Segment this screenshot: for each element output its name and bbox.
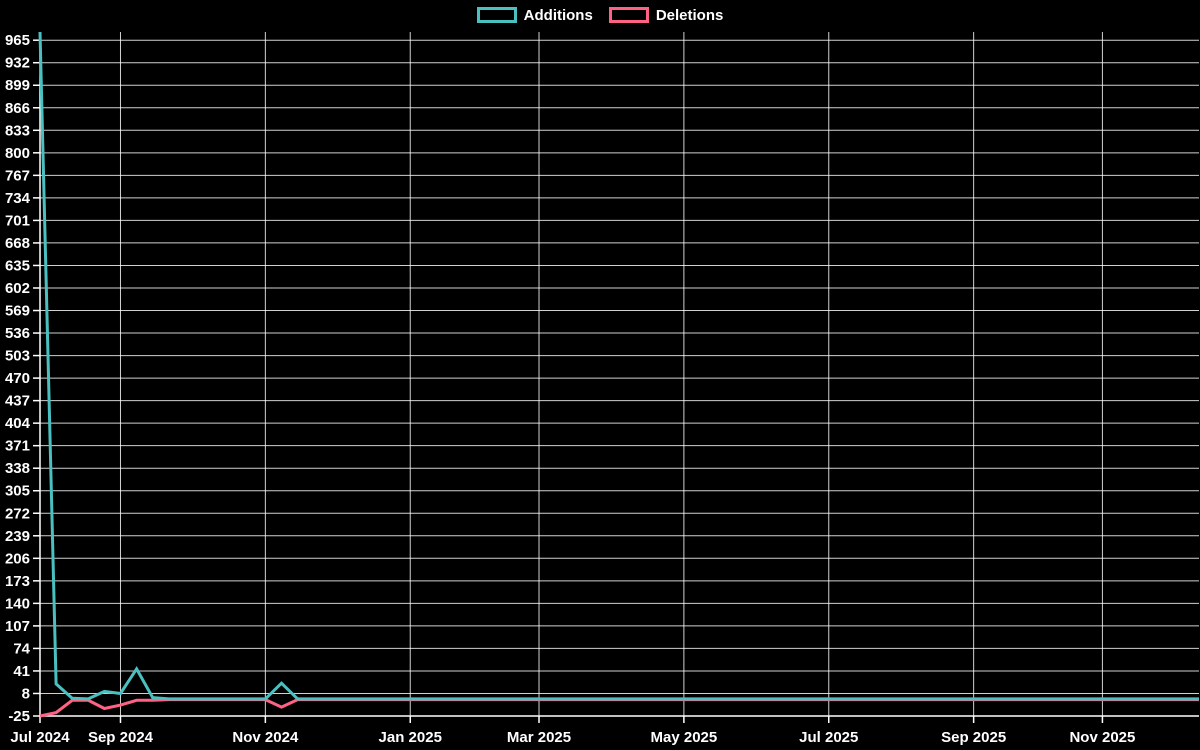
series-line-deletions	[39, 698, 1199, 718]
x-tick-label: May 2025	[651, 729, 718, 746]
y-tick-label: 8	[22, 685, 30, 702]
y-tick-label: 371	[5, 438, 30, 455]
y-tick-label: 569	[5, 303, 30, 320]
chart-legend: Additions Deletions	[0, 7, 1200, 23]
x-tick-label: Sep 2024	[88, 729, 154, 746]
y-tick-label: 140	[5, 595, 30, 612]
x-tick-label: Mar 2025	[507, 729, 571, 746]
y-tick-label: 206	[5, 550, 30, 567]
y-tick-label: 107	[5, 618, 30, 635]
y-tick-label: 437	[5, 393, 30, 410]
y-tick-label: 272	[5, 505, 30, 522]
y-tick-label: 404	[5, 415, 31, 432]
y-tick-label: 470	[5, 370, 30, 387]
y-tick-label: 701	[5, 212, 30, 229]
y-tick-label: 503	[5, 348, 30, 365]
legend-label-additions: Additions	[523, 6, 593, 24]
x-tick-label: Jan 2025	[379, 729, 442, 746]
x-tick-label: Sep 2025	[941, 729, 1006, 746]
y-tick-label: -25	[8, 708, 30, 725]
y-tick-label: 866	[5, 100, 30, 117]
x-tick-label: Jul 2024	[10, 729, 70, 746]
legend-item-additions[interactable]: Additions	[476, 6, 593, 24]
y-tick-label: 41	[13, 663, 30, 680]
y-tick-label: 800	[5, 145, 30, 162]
y-tick-label: 338	[5, 460, 30, 477]
y-tick-label: 932	[5, 55, 30, 72]
y-tick-label: 536	[5, 325, 30, 342]
y-tick-label: 173	[5, 573, 30, 590]
x-tick-label: Nov 2025	[1069, 729, 1135, 746]
y-tick-label: 899	[5, 77, 30, 94]
series-line-additions	[38, 31, 1199, 701]
y-tick-label: 635	[5, 257, 30, 274]
legend-label-deletions: Deletions	[655, 6, 724, 24]
y-tick-label: 305	[5, 483, 30, 500]
legend-item-deletions[interactable]: Deletions	[608, 6, 724, 24]
y-tick-label: 668	[5, 235, 30, 252]
y-tick-label: 833	[5, 122, 30, 139]
y-tick-label: 767	[5, 167, 30, 184]
y-tick-label: 602	[5, 280, 30, 297]
y-tick-label: 74	[13, 640, 30, 657]
x-tick-label: Jul 2025	[799, 729, 858, 746]
legend-swatch-deletions	[608, 7, 649, 23]
x-tick-label: Nov 2024	[232, 729, 299, 746]
legend-swatch-additions	[476, 7, 517, 23]
y-tick-label: 239	[5, 528, 30, 545]
y-tick-label: 734	[5, 190, 31, 207]
y-tick-label: 965	[5, 32, 30, 49]
